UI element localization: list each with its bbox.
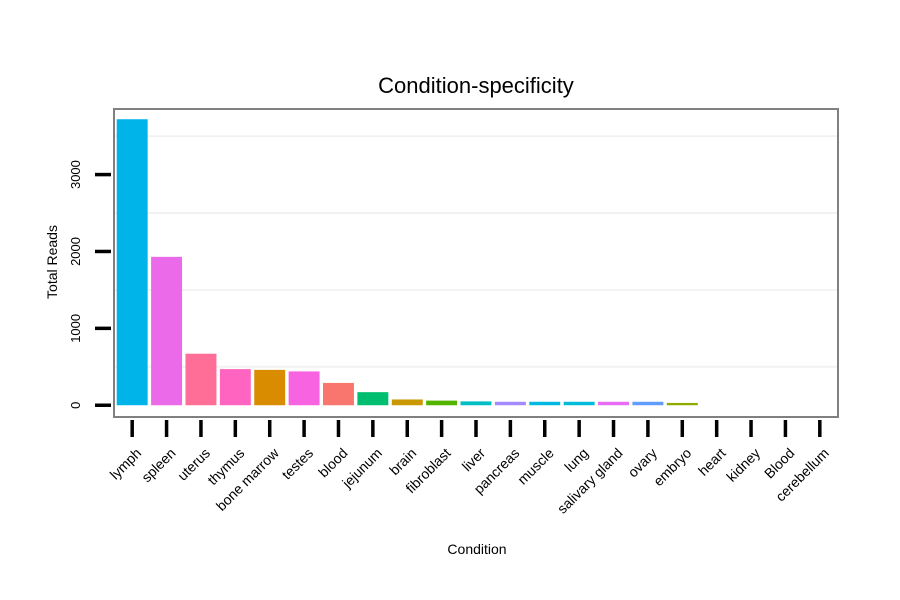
bar-fibroblast bbox=[426, 400, 458, 406]
bar-testes bbox=[288, 371, 320, 406]
bar-lung bbox=[563, 401, 595, 406]
bar-pancreas bbox=[494, 401, 526, 406]
bar-uterus bbox=[185, 353, 217, 406]
plot-border bbox=[113, 108, 839, 418]
bar-liver bbox=[460, 401, 492, 406]
chart-title: Condition-specificity bbox=[378, 73, 574, 98]
x-tick-label: kidney bbox=[723, 445, 763, 485]
bar-lymph bbox=[116, 119, 148, 406]
gridlines bbox=[115, 135, 837, 368]
x-tick-label: embryo bbox=[650, 445, 694, 489]
y-axis-title: Total Reads bbox=[44, 225, 60, 299]
bar-spleen bbox=[151, 256, 183, 406]
y-tick-label: 2000 bbox=[68, 237, 83, 266]
bar-muscle bbox=[529, 401, 561, 406]
x-tick-label: liver bbox=[459, 445, 489, 475]
bars bbox=[116, 119, 698, 406]
x-tick-label: testes bbox=[278, 445, 316, 483]
y-axis: 0 1000 2000 3000 bbox=[68, 160, 111, 409]
bar-salivary-gland bbox=[598, 401, 629, 406]
x-tick-label: muscle bbox=[514, 445, 557, 488]
y-tick-label: 1000 bbox=[68, 314, 83, 343]
bar-ovary bbox=[632, 401, 664, 406]
x-tick-label: lung bbox=[561, 445, 591, 475]
bar-jejunum bbox=[357, 392, 389, 406]
bar-embryo bbox=[666, 402, 698, 406]
bar-thymus bbox=[219, 369, 251, 406]
bar-blood bbox=[323, 382, 354, 406]
y-tick-label: 3000 bbox=[68, 160, 83, 189]
bar-bone-marrow bbox=[254, 369, 286, 406]
bar-brain bbox=[391, 399, 423, 406]
x-axis-title: Condition bbox=[447, 541, 506, 557]
x-tick-label: lymph bbox=[107, 445, 145, 483]
x-tick-label: spleen bbox=[138, 445, 178, 485]
y-tick-label: 0 bbox=[68, 402, 83, 409]
